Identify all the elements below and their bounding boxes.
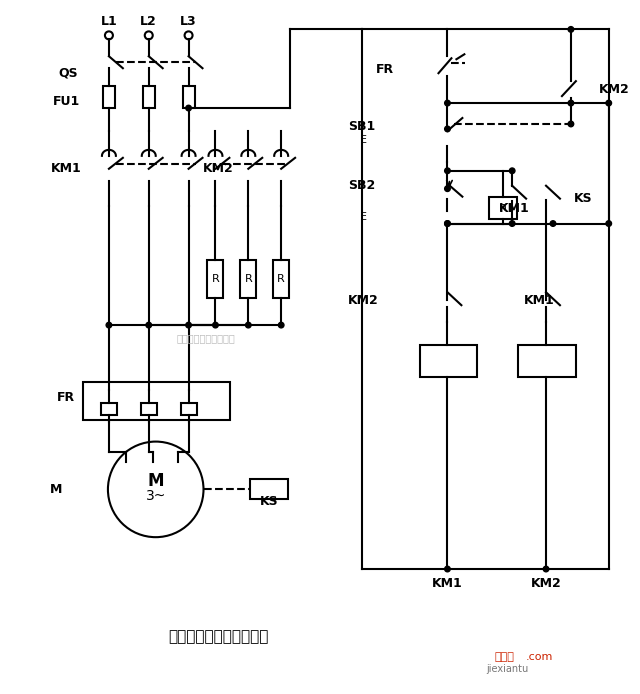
Bar bbox=[250, 480, 288, 500]
Text: L2: L2 bbox=[140, 15, 157, 28]
Bar bbox=[241, 260, 256, 298]
Text: L3: L3 bbox=[180, 15, 197, 28]
Bar bbox=[83, 382, 230, 420]
Circle shape bbox=[445, 221, 450, 226]
Circle shape bbox=[568, 26, 573, 32]
Text: KM1: KM1 bbox=[432, 577, 463, 591]
Circle shape bbox=[445, 566, 450, 572]
Text: KM1: KM1 bbox=[51, 162, 81, 176]
Text: SB1: SB1 bbox=[348, 121, 375, 133]
Bar bbox=[273, 260, 289, 298]
Circle shape bbox=[550, 221, 556, 226]
Bar bbox=[207, 260, 223, 298]
Circle shape bbox=[445, 126, 450, 132]
Text: 接线图: 接线图 bbox=[494, 652, 514, 661]
Bar bbox=[143, 86, 155, 108]
Bar bbox=[420, 345, 477, 377]
Circle shape bbox=[108, 441, 204, 537]
Bar bbox=[180, 403, 196, 415]
Text: KM1: KM1 bbox=[524, 294, 555, 307]
Circle shape bbox=[212, 322, 218, 328]
Text: E: E bbox=[360, 212, 367, 221]
Text: jiexiantu: jiexiantu bbox=[486, 663, 528, 674]
Circle shape bbox=[445, 168, 450, 174]
Circle shape bbox=[509, 221, 515, 226]
Bar bbox=[518, 345, 576, 377]
Text: KM2: KM2 bbox=[203, 162, 234, 176]
Bar bbox=[141, 403, 157, 415]
Text: KM2: KM2 bbox=[348, 294, 379, 307]
Text: KM2: KM2 bbox=[531, 577, 561, 591]
Text: KS: KS bbox=[260, 495, 278, 508]
Circle shape bbox=[146, 322, 152, 328]
Bar bbox=[101, 403, 117, 415]
Text: QS: QS bbox=[58, 67, 78, 80]
Text: M: M bbox=[147, 473, 164, 491]
Text: 杭州智睿科技有限公司: 杭州智睿科技有限公司 bbox=[176, 333, 235, 343]
Text: KM2: KM2 bbox=[599, 83, 630, 96]
Text: FR: FR bbox=[57, 391, 75, 405]
Circle shape bbox=[606, 221, 612, 226]
Bar bbox=[489, 196, 517, 219]
Circle shape bbox=[186, 105, 191, 111]
Circle shape bbox=[445, 221, 450, 226]
Text: n: n bbox=[499, 201, 507, 214]
Circle shape bbox=[543, 566, 549, 572]
Circle shape bbox=[246, 322, 251, 328]
Text: 3~: 3~ bbox=[145, 489, 166, 503]
Text: R: R bbox=[277, 274, 285, 285]
Circle shape bbox=[568, 100, 573, 106]
Text: SB2: SB2 bbox=[348, 179, 375, 192]
Text: .com: .com bbox=[525, 652, 553, 661]
Text: 单向反接制动的控制线路: 单向反接制动的控制线路 bbox=[168, 629, 269, 644]
Circle shape bbox=[606, 100, 612, 106]
Text: KM1: KM1 bbox=[499, 202, 529, 215]
Bar bbox=[103, 86, 115, 108]
Text: M: M bbox=[50, 483, 62, 496]
Circle shape bbox=[509, 168, 515, 174]
Text: FR: FR bbox=[376, 62, 394, 76]
Text: R: R bbox=[244, 274, 252, 285]
Circle shape bbox=[568, 121, 573, 127]
Circle shape bbox=[445, 186, 450, 192]
Text: E: E bbox=[360, 135, 367, 145]
Text: FU1: FU1 bbox=[52, 94, 80, 108]
Bar bbox=[182, 86, 195, 108]
Circle shape bbox=[106, 322, 112, 328]
Circle shape bbox=[186, 322, 191, 328]
Text: R: R bbox=[212, 274, 220, 285]
Circle shape bbox=[445, 100, 450, 106]
Circle shape bbox=[278, 322, 284, 328]
Text: L1: L1 bbox=[100, 15, 117, 28]
Text: KS: KS bbox=[574, 192, 593, 205]
